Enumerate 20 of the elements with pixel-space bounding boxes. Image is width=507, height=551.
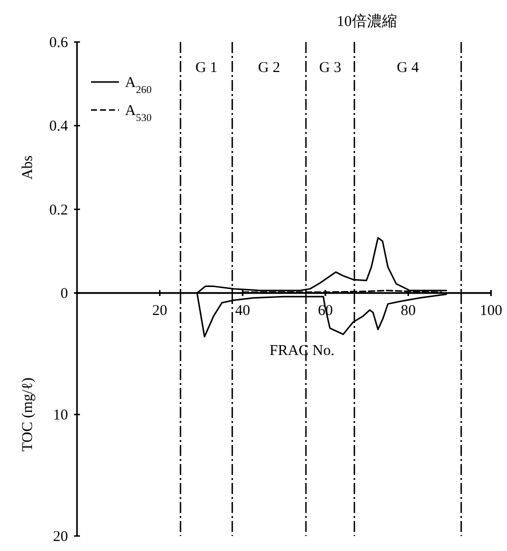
text: 10倍濃縮 [336,13,397,30]
y-tick-label: 0 [60,286,68,302]
annotation: G 1 [195,60,218,76]
x-axis-title: FRAC No. [269,343,335,359]
annotation: G 4 [396,60,420,76]
y-tick-label: 20 [53,529,68,545]
y-axis-title: TOC (mg/ℓ) [20,378,36,452]
y-tick-label: 10 [53,408,68,424]
annotation: G 3 [319,60,342,76]
x-tick-label: 20 [152,303,168,319]
y-tick-label: 0.6 [49,35,68,51]
x-tick-label: 100 [480,303,502,319]
annotation: G 2 [258,60,280,76]
legend-label: A$_{260}$ [125,75,152,96]
y-axis-title: Abs [20,155,36,180]
y-tick-label: 0.2 [49,202,68,218]
x-tick-label: 40 [235,303,250,319]
x-tick-label: 80 [400,303,416,319]
legend-label: A$_{530}$ [125,103,152,124]
y-tick-label: 0.4 [49,118,68,135]
